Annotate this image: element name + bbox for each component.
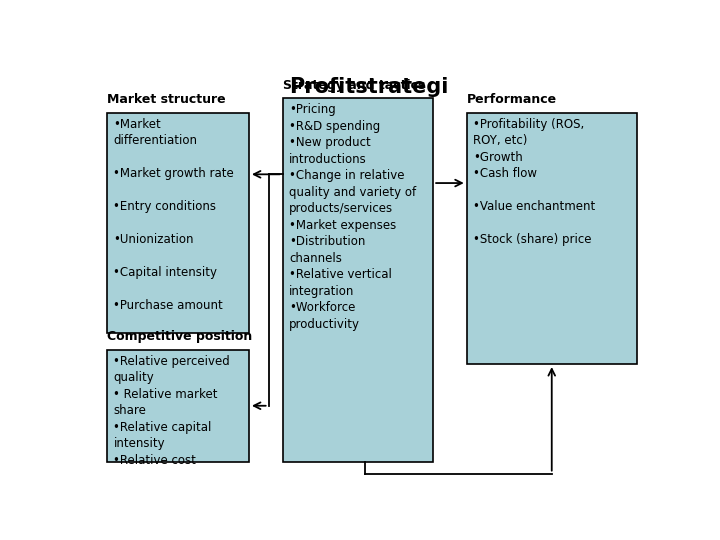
Text: Market structure: Market structure <box>107 93 225 106</box>
Text: •Profitability (ROS,
ROY, etc)
•Growth
•Cash flow

•Value enchantment

•Stock (s: •Profitability (ROS, ROY, etc) •Growth •… <box>473 118 595 246</box>
Text: Strategy and tactics: Strategy and tactics <box>282 79 425 92</box>
Bar <box>107 349 249 462</box>
Bar <box>467 113 637 364</box>
Text: Competitive position: Competitive position <box>107 330 252 343</box>
Text: •Relative perceived
quality
• Relative market
share
•Relative capital
intensity
: •Relative perceived quality • Relative m… <box>114 355 230 467</box>
Text: Profitstrategi: Profitstrategi <box>289 77 449 97</box>
Bar <box>107 113 249 333</box>
Text: •Pricing
•R&D spending
•New product
introductions
•Change in relative
quality an: •Pricing •R&D spending •New product intr… <box>289 103 416 330</box>
Text: •Market
differentiation

•Market growth rate

•Entry conditions

•Unionization

: •Market differentiation •Market growth r… <box>114 118 234 312</box>
Text: Performance: Performance <box>467 93 557 106</box>
Bar <box>282 98 433 462</box>
